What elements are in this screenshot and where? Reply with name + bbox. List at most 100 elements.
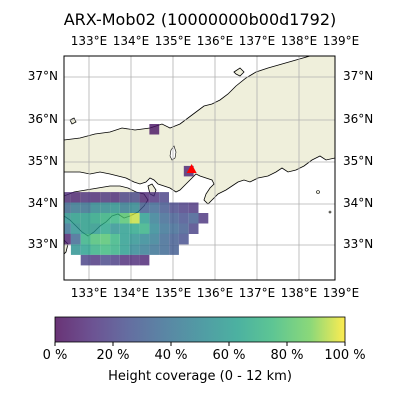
- coverage-cells: [64, 124, 209, 266]
- coverage-cell: [129, 223, 140, 234]
- coverage-cell: [129, 244, 140, 255]
- coverage-cell: [149, 213, 160, 224]
- coverage-cell: [64, 192, 71, 203]
- lon-label-bottom: 134°E: [112, 286, 150, 300]
- coverage-cell: [129, 192, 140, 203]
- coverage-cell: [139, 202, 150, 213]
- coverage-cell: [159, 223, 169, 234]
- coverage-cell: [120, 244, 130, 255]
- coverage-cell: [169, 202, 179, 213]
- station-marker: [186, 164, 197, 174]
- colorbar-tick-label: 0 %: [42, 348, 68, 363]
- lat-label-right: 37°N: [343, 69, 374, 83]
- coverage-cell: [80, 223, 91, 234]
- lon-label-bottom: 137°E: [238, 286, 276, 300]
- lat-label-left: 33°N: [27, 237, 58, 251]
- colorbar-tick-label: 80 %: [270, 348, 304, 363]
- coverage-cell: [139, 192, 150, 203]
- coverage-cell: [188, 213, 199, 224]
- coverage-cell: [169, 244, 179, 255]
- coverage-cell: [139, 233, 150, 245]
- coverage-cell: [110, 202, 120, 213]
- coverage-cell: [149, 124, 160, 135]
- coverage-cell: [70, 233, 81, 245]
- coverage-cell: [169, 233, 179, 245]
- coverage-cell: [159, 244, 169, 255]
- land-izu-island: [328, 210, 332, 214]
- lat-label-left: 37°N: [27, 69, 58, 83]
- coverage-cell: [110, 244, 120, 255]
- lon-label-bottom: 135°E: [154, 286, 192, 300]
- coverage-cell: [80, 244, 91, 255]
- map-title: ARX-Mob02 (10000000b00d1792): [63, 10, 337, 29]
- lon-label-bottom: 136°E: [196, 286, 234, 300]
- coverage-cell: [90, 213, 101, 224]
- coverage-cell: [80, 213, 91, 224]
- coverage-cell: [80, 254, 91, 266]
- coverage-cell: [100, 213, 111, 224]
- lat-label-right: 34°N: [343, 196, 374, 210]
- coverage-cell: [70, 223, 81, 234]
- coverage-cell: [149, 244, 160, 255]
- coverage-cell: [120, 202, 130, 213]
- coverage-cell: [90, 223, 101, 234]
- lon-label-top: 139°E: [322, 34, 360, 48]
- coverage-cell: [178, 223, 189, 234]
- coverage-cell: [129, 233, 140, 245]
- coverage-cell: [149, 223, 160, 234]
- lat-label-left: 35°N: [27, 154, 58, 168]
- coverage-cell: [64, 223, 71, 234]
- coverage-cell: [198, 213, 209, 224]
- colorbar: [54, 316, 346, 343]
- coverage-cell: [64, 213, 71, 224]
- lon-label-top: 138°E: [280, 34, 318, 48]
- coverage-cell: [110, 192, 120, 203]
- land-honshu: [64, 56, 335, 205]
- coverage-cell: [100, 244, 111, 255]
- coverage-cell: [139, 244, 150, 255]
- coverage-cell: [188, 202, 199, 213]
- coverage-cell: [149, 233, 160, 245]
- coverage-cell: [120, 223, 130, 234]
- coverage-cell: [159, 233, 169, 245]
- coverage-cell: [159, 213, 169, 224]
- coverage-cell: [120, 233, 130, 245]
- coverage-cell: [70, 244, 81, 255]
- colorbar-label: Height coverage (0 - 12 km): [108, 369, 292, 384]
- lon-label-top: 136°E: [196, 34, 234, 48]
- colorbar-tick-label: 60 %: [212, 348, 246, 363]
- graticule: [64, 56, 335, 280]
- coverage-cell: [90, 244, 101, 255]
- coverage-cell: [110, 213, 120, 224]
- coverage-cell: [169, 223, 179, 234]
- coverage-cell: [90, 202, 101, 213]
- coverage-cell: [100, 192, 111, 203]
- land-oki: [69, 117, 77, 125]
- coverage-cell: [70, 213, 81, 224]
- coverage-cell: [149, 192, 160, 203]
- lat-label-right: 36°N: [343, 112, 374, 126]
- coverage-cell: [110, 254, 120, 266]
- coverage-cell: [129, 213, 140, 224]
- coverage-cell: [100, 223, 111, 234]
- map-frame: [63, 55, 336, 281]
- lon-label-top: 135°E: [154, 34, 192, 48]
- coverage-cell: [139, 254, 150, 266]
- coverage-cell: [188, 223, 199, 234]
- coverage-cell: [80, 202, 91, 213]
- coverage-cell: [178, 213, 189, 224]
- coverage-cell: [120, 192, 130, 203]
- coverage-cell: [90, 233, 101, 245]
- coverage-cell: [120, 254, 130, 266]
- coverage-cell: [64, 233, 71, 245]
- coverage-cell: [90, 254, 101, 266]
- coverage-cell: [80, 233, 91, 245]
- lon-label-bottom: 133°E: [70, 286, 108, 300]
- colorbar-tick-label: 20 %: [96, 348, 130, 363]
- coverage-cell: [129, 202, 140, 213]
- lon-label-top: 133°E: [70, 34, 108, 48]
- coverage-cell: [139, 213, 150, 224]
- coverage-cell: [120, 213, 130, 224]
- coverage-cell: [100, 254, 111, 266]
- coverage-cell: [100, 202, 111, 213]
